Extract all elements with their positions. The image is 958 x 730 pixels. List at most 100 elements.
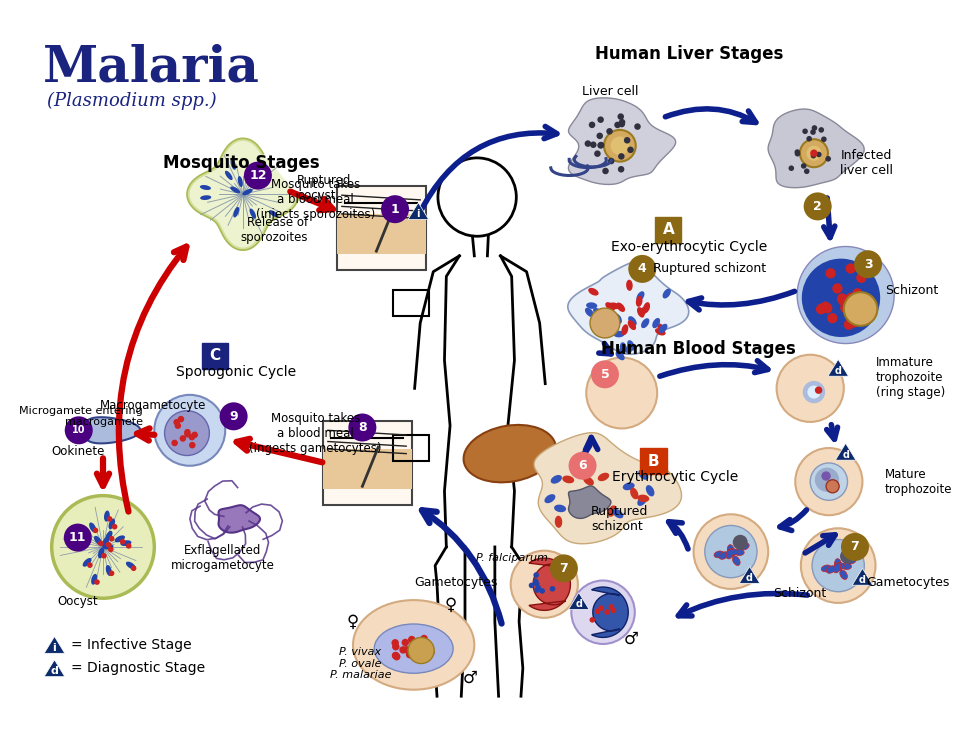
Circle shape	[419, 642, 426, 650]
Text: Ookinete: Ookinete	[51, 445, 104, 458]
Text: i: i	[417, 209, 421, 219]
Circle shape	[406, 651, 413, 658]
Circle shape	[219, 402, 247, 430]
Ellipse shape	[200, 185, 211, 190]
Polygon shape	[44, 637, 65, 653]
Ellipse shape	[581, 454, 589, 465]
Ellipse shape	[637, 495, 650, 502]
Ellipse shape	[623, 483, 634, 491]
Ellipse shape	[105, 531, 112, 541]
Circle shape	[856, 273, 866, 283]
Ellipse shape	[91, 574, 98, 585]
Circle shape	[733, 535, 747, 550]
Circle shape	[837, 295, 848, 305]
Circle shape	[608, 604, 614, 610]
Circle shape	[590, 308, 620, 338]
Circle shape	[349, 413, 376, 442]
Ellipse shape	[562, 475, 574, 483]
Text: Human Liver Stages: Human Liver Stages	[595, 45, 783, 64]
Circle shape	[624, 137, 630, 144]
Polygon shape	[853, 569, 873, 585]
Circle shape	[539, 588, 545, 593]
Text: d: d	[834, 366, 842, 376]
Circle shape	[244, 161, 272, 190]
Ellipse shape	[726, 549, 734, 559]
Circle shape	[810, 150, 818, 157]
Circle shape	[179, 435, 186, 442]
Circle shape	[590, 142, 597, 148]
Polygon shape	[835, 443, 855, 460]
Polygon shape	[568, 486, 611, 518]
Text: Mature
trophozoite: Mature trophozoite	[885, 468, 952, 496]
Circle shape	[610, 607, 616, 613]
Ellipse shape	[620, 342, 627, 353]
Circle shape	[109, 571, 114, 576]
Ellipse shape	[826, 566, 835, 573]
Circle shape	[618, 166, 625, 172]
Text: ♀: ♀	[445, 596, 457, 614]
Circle shape	[192, 431, 198, 438]
Ellipse shape	[554, 504, 566, 512]
Circle shape	[841, 533, 869, 561]
Text: 12: 12	[249, 169, 266, 182]
Text: Immature
trophozoite
(ring stage): Immature trophozoite (ring stage)	[876, 356, 945, 399]
Text: 3: 3	[864, 258, 873, 271]
Circle shape	[586, 358, 657, 429]
Ellipse shape	[608, 302, 620, 310]
Text: 9: 9	[229, 410, 238, 423]
Circle shape	[550, 586, 556, 591]
Circle shape	[606, 128, 613, 134]
Text: Release of
sporozoites: Release of sporozoites	[240, 216, 308, 244]
Polygon shape	[568, 593, 589, 610]
Ellipse shape	[740, 543, 749, 550]
Text: 11: 11	[69, 531, 86, 544]
Polygon shape	[218, 505, 260, 533]
Text: Gametocytes: Gametocytes	[414, 576, 497, 589]
Ellipse shape	[646, 485, 654, 496]
Ellipse shape	[727, 547, 735, 557]
Ellipse shape	[652, 318, 660, 328]
Polygon shape	[828, 359, 849, 376]
Circle shape	[534, 572, 539, 578]
Circle shape	[807, 146, 821, 161]
Circle shape	[795, 448, 862, 515]
Circle shape	[847, 301, 857, 311]
Circle shape	[536, 585, 541, 591]
Circle shape	[618, 153, 625, 160]
Ellipse shape	[639, 307, 648, 316]
Ellipse shape	[125, 561, 136, 569]
Circle shape	[568, 452, 597, 480]
Circle shape	[604, 130, 636, 161]
Circle shape	[603, 168, 608, 174]
Ellipse shape	[655, 328, 666, 336]
Circle shape	[705, 526, 757, 577]
Text: 2: 2	[813, 200, 822, 213]
Polygon shape	[740, 566, 760, 583]
Ellipse shape	[834, 561, 842, 571]
Polygon shape	[592, 587, 628, 637]
Circle shape	[591, 361, 619, 388]
Circle shape	[189, 442, 195, 448]
Circle shape	[64, 523, 92, 552]
Ellipse shape	[249, 209, 256, 219]
Text: 7: 7	[559, 562, 568, 575]
Ellipse shape	[714, 551, 724, 558]
Circle shape	[107, 516, 112, 522]
Ellipse shape	[231, 159, 236, 170]
Text: ♂: ♂	[624, 629, 638, 648]
Polygon shape	[568, 98, 675, 185]
Ellipse shape	[618, 347, 626, 356]
Ellipse shape	[588, 490, 599, 499]
Ellipse shape	[94, 536, 103, 545]
Circle shape	[533, 578, 538, 584]
Circle shape	[840, 298, 850, 308]
Circle shape	[589, 122, 595, 128]
Ellipse shape	[845, 553, 854, 561]
Circle shape	[392, 652, 399, 659]
FancyBboxPatch shape	[323, 449, 412, 489]
Circle shape	[777, 355, 844, 422]
Circle shape	[803, 381, 825, 403]
Text: Mosquito Stages: Mosquito Stages	[163, 153, 319, 172]
Ellipse shape	[728, 548, 738, 555]
Circle shape	[618, 113, 624, 120]
